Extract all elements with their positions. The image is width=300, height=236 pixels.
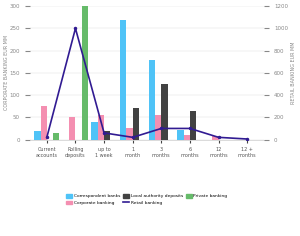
- Bar: [126, 128, 133, 139]
- Bar: [82, 0, 88, 139]
- Bar: [212, 136, 218, 139]
- Bar: [40, 106, 47, 139]
- Bar: [133, 108, 139, 139]
- Y-axis label: CORPORATE BANKING EUR MM: CORPORATE BANKING EUR MM: [4, 35, 9, 110]
- Bar: [98, 115, 104, 139]
- Bar: [120, 20, 126, 139]
- Bar: [161, 84, 168, 139]
- Bar: [104, 131, 110, 139]
- Bar: [69, 117, 76, 139]
- Bar: [155, 115, 161, 139]
- Bar: [149, 59, 155, 139]
- Bar: [53, 133, 59, 139]
- Bar: [92, 122, 98, 139]
- Bar: [190, 111, 196, 139]
- Y-axis label: RETAIL BANKING EUR MM: RETAIL BANKING EUR MM: [291, 42, 296, 104]
- Bar: [184, 135, 190, 139]
- Bar: [34, 131, 41, 139]
- Legend: Correspondent banks, Corporate banking, Local authority deposits, Retail banking: Correspondent banks, Corporate banking, …: [64, 192, 230, 207]
- Bar: [177, 130, 184, 139]
